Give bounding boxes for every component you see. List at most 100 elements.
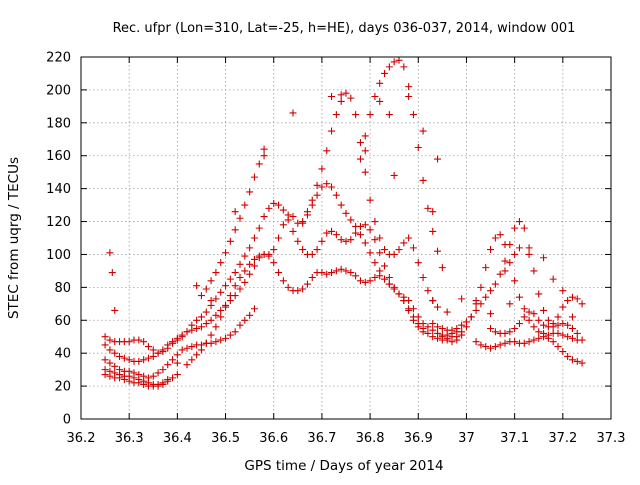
data-point <box>207 297 215 305</box>
data-point <box>255 252 263 260</box>
data-point <box>246 244 254 252</box>
data-point <box>164 361 172 369</box>
data-point <box>482 264 490 272</box>
data-point <box>279 277 287 285</box>
data-point <box>337 236 345 244</box>
data-point <box>376 249 384 257</box>
data-point <box>159 379 167 387</box>
data-point <box>130 369 138 377</box>
data-point <box>308 196 316 204</box>
data-point <box>554 343 562 351</box>
data-point <box>144 354 152 362</box>
data-point <box>568 356 576 364</box>
data-point <box>241 267 249 275</box>
data-point <box>197 323 205 331</box>
data-point <box>352 229 360 237</box>
data-point <box>525 308 533 316</box>
data-point <box>299 246 307 254</box>
y-tick-label: 100 <box>46 248 71 263</box>
data-point <box>381 262 389 270</box>
data-point <box>140 338 148 346</box>
data-point <box>361 278 369 286</box>
data-point <box>337 91 345 99</box>
data-point <box>356 155 364 163</box>
data-point <box>231 269 239 277</box>
data-point <box>188 356 196 364</box>
data-point <box>419 320 427 328</box>
data-point <box>376 97 384 105</box>
data-point <box>366 249 374 257</box>
data-point <box>366 111 374 119</box>
x-tick-label: 36.3 <box>115 431 144 446</box>
data-point <box>222 334 230 342</box>
data-point <box>424 323 432 331</box>
data-point <box>159 366 167 374</box>
data-point <box>371 218 379 226</box>
data-point <box>414 144 422 151</box>
data-point <box>202 308 210 316</box>
data-point <box>183 344 191 352</box>
data-point <box>313 246 321 254</box>
data-point <box>453 336 461 344</box>
data-point <box>294 237 302 245</box>
x-tick-labels: 36.2 36.3 36.4 36.5 36.6 36.7 36.8 36.9 37 37.1 37… <box>67 431 626 446</box>
data-point <box>323 270 331 278</box>
data-point <box>390 58 398 66</box>
y-tick-label: 200 <box>46 83 71 98</box>
data-point <box>178 333 186 341</box>
data-point <box>260 213 268 221</box>
data-point <box>116 352 124 360</box>
data-point <box>308 250 316 258</box>
data-point <box>419 127 427 135</box>
data-point <box>381 275 389 283</box>
data-point <box>511 325 519 332</box>
y-tick-label: 40 <box>54 347 71 362</box>
data-point <box>101 356 109 364</box>
data-point <box>496 341 504 349</box>
data-point <box>197 313 205 321</box>
data-point <box>236 273 244 281</box>
data-point <box>429 320 437 328</box>
data-point <box>308 273 316 281</box>
data-point <box>241 201 249 209</box>
data-point <box>525 244 533 252</box>
data-point <box>149 372 157 380</box>
data-point <box>347 216 355 224</box>
data-point <box>559 320 567 328</box>
data-point <box>347 269 355 277</box>
data-point <box>361 221 369 229</box>
data-point <box>231 208 239 216</box>
data-point <box>487 287 495 295</box>
data-point <box>279 206 287 214</box>
data-point <box>197 346 205 354</box>
data-point <box>366 277 374 285</box>
data-point <box>231 282 239 290</box>
data-point <box>111 349 119 357</box>
data-point <box>279 221 287 229</box>
data-point <box>356 139 364 147</box>
data-point <box>318 183 326 191</box>
data-point <box>520 339 528 347</box>
data-point <box>487 325 495 332</box>
data-point <box>395 56 403 64</box>
data-point <box>116 366 124 374</box>
data-point <box>573 329 581 337</box>
data-point <box>212 311 220 319</box>
data-point <box>568 313 576 321</box>
data-point <box>568 325 576 332</box>
data-point <box>217 259 225 267</box>
data-point <box>434 247 442 255</box>
data-point <box>467 313 475 321</box>
data-point <box>424 287 432 295</box>
data-point <box>482 293 490 301</box>
data-point <box>299 285 307 293</box>
data-point <box>169 356 177 364</box>
y-tick-label: 180 <box>46 116 71 131</box>
data-point <box>429 227 437 235</box>
data-point <box>434 303 442 311</box>
data-point <box>270 259 278 267</box>
data-point <box>352 222 360 230</box>
data-point <box>568 334 576 342</box>
data-point <box>275 234 283 242</box>
